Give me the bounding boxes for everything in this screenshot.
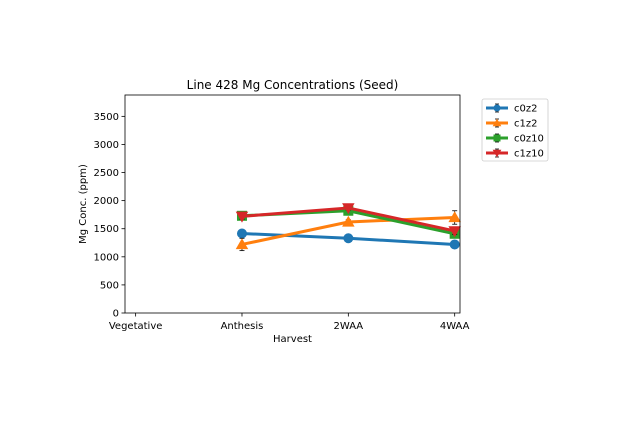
- data-point-c1z10: [342, 203, 355, 215]
- chart-title: Line 428 Mg Concentrations (Seed): [187, 78, 399, 92]
- data-point-c1z2: [342, 215, 355, 227]
- y-tick-label: 3000: [94, 140, 119, 151]
- y-tick-label: 500: [100, 280, 119, 291]
- legend-box: [481, 98, 549, 162]
- data-point-c0z2: [449, 239, 460, 250]
- data-point-c0z2: [236, 228, 247, 239]
- plot-frame: [124, 94, 461, 314]
- x-tick-label: 2WAA: [333, 321, 363, 332]
- legend-marker-c0z10: [493, 134, 501, 142]
- legend-label-c0z10: c0z10: [514, 134, 544, 145]
- y-tick-label: 1500: [94, 224, 119, 235]
- legend-marker-c0z2: [493, 104, 501, 112]
- legend-label-c0z2: c0z2: [514, 104, 537, 115]
- x-tick-label: 4WAA: [440, 321, 470, 332]
- y-tick-label: 3500: [94, 112, 119, 123]
- data-point-c1z2: [448, 211, 461, 223]
- data-point-c1z2: [235, 238, 249, 250]
- y-tick-label: 2000: [94, 196, 119, 207]
- legend: c0z2 c1z2 c0z10 c1z10: [481, 98, 549, 162]
- legend-marker-c1z10: [492, 149, 502, 158]
- data-point-c0z2: [343, 233, 354, 244]
- plot-layer: 0 500 1000 1500 2000 2500 3000 3500 Vegetative An…: [94, 112, 470, 332]
- y-axis-label: Mg Conc. (ppm): [78, 164, 89, 244]
- legend-label-c1z2: c1z2: [514, 119, 537, 130]
- x-axis-label: Harvest: [273, 334, 312, 345]
- x-tick-label: Vegetative: [109, 321, 163, 332]
- data-point-c1z10: [448, 226, 461, 238]
- legend-marker-c1z2: [492, 118, 502, 127]
- legend-label-c1z10: c1z10: [514, 149, 544, 160]
- y-tick-label: 2500: [94, 168, 119, 179]
- y-tick-label: 1000: [94, 252, 119, 263]
- y-tick-label: 0: [113, 309, 119, 320]
- x-tick-label: Anthesis: [221, 321, 264, 332]
- data-point-c1z10: [235, 211, 249, 223]
